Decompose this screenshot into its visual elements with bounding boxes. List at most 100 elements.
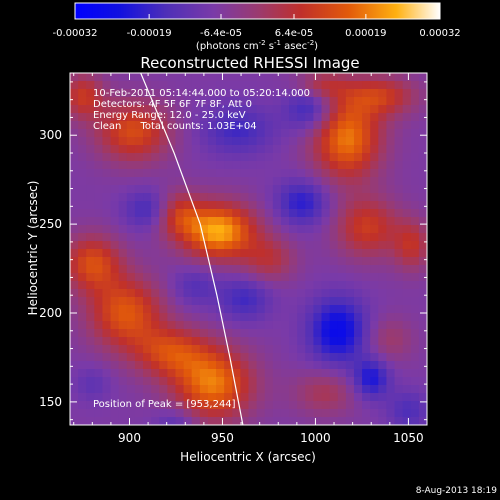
- heatmap-cell: [216, 337, 225, 346]
- heatmap-cell: [386, 273, 396, 282]
- heatmap-cell: [70, 281, 79, 290]
- heatmap-cell: [78, 289, 87, 298]
- heatmap-cell: [183, 161, 193, 170]
- heatmap-cell: [216, 161, 225, 170]
- heatmap-cell: [207, 377, 217, 386]
- heatmap-cell: [102, 137, 112, 146]
- heatmap-cell: [102, 209, 112, 218]
- heatmap-cell: [305, 137, 315, 146]
- heatmap-cell: [143, 297, 152, 306]
- heatmap-cell: [329, 289, 339, 298]
- heatmap-cell: [207, 337, 217, 346]
- heatmap-cell: [410, 281, 420, 290]
- heatmap-cell: [191, 153, 201, 162]
- heatmap-cell: [224, 169, 233, 178]
- heatmap-cell: [224, 249, 233, 258]
- heatmap-cell: [70, 73, 79, 82]
- heatmap-cell: [280, 145, 290, 154]
- heatmap-cell: [410, 409, 420, 418]
- heatmap-cell: [362, 177, 371, 186]
- heatmap-cell: [289, 361, 298, 370]
- heatmap-cell: [240, 177, 250, 186]
- heatmap-cell: [126, 233, 136, 242]
- heatmap-cell: [337, 153, 347, 162]
- heatmap-cell: [297, 241, 306, 250]
- heatmap-cell: [240, 353, 250, 362]
- heatmap-cell: [167, 137, 177, 146]
- heatmap-cell: [118, 217, 128, 226]
- heatmap-cell: [337, 89, 347, 98]
- heatmap-cell: [143, 113, 152, 122]
- heatmap-cell: [70, 97, 79, 106]
- heatmap-cell: [394, 409, 404, 418]
- heatmap-cell: [70, 169, 79, 178]
- heatmap-cell: [110, 193, 120, 202]
- heatmap-cell: [78, 185, 87, 194]
- heatmap-cell: [264, 81, 274, 90]
- heatmap-cell: [86, 153, 95, 162]
- heatmap-cell: [134, 241, 144, 250]
- heatmap-cell: [94, 153, 104, 162]
- heatmap-cell: [78, 89, 87, 98]
- heatmap-cell: [402, 249, 412, 258]
- heatmap-cell: [305, 209, 315, 218]
- heatmap-cell: [402, 121, 412, 130]
- heatmap-cell: [143, 257, 152, 266]
- heatmap-cell: [418, 217, 427, 226]
- heatmap-cell: [118, 281, 128, 290]
- heatmap-cell: [370, 369, 379, 378]
- heatmap-cell: [240, 409, 250, 418]
- heatmap-cell: [289, 281, 298, 290]
- heatmap-cell: [248, 417, 258, 425]
- heatmap-cell: [313, 321, 323, 330]
- heatmap-cell: [337, 305, 347, 314]
- heatmap-cell: [321, 305, 331, 314]
- heatmap-cell: [167, 249, 177, 258]
- heatmap-cell: [126, 305, 136, 314]
- heatmap-cell: [418, 353, 427, 362]
- heatmap-cell: [370, 113, 379, 122]
- heatmap-cell: [386, 73, 396, 82]
- heatmap-cell: [386, 169, 396, 178]
- heatmap-cell: [313, 409, 323, 418]
- heatmap-cell: [305, 113, 315, 122]
- heatmap-cell: [143, 377, 152, 386]
- heatmap-cell: [143, 185, 152, 194]
- x-tick-label: 1050: [393, 431, 424, 445]
- heatmap-cell: [418, 113, 427, 122]
- info-time-range: 10-Feb-2011 05:14:44.000 to 05:20:14.000: [93, 88, 310, 99]
- heatmap-cell: [313, 137, 323, 146]
- heatmap-cell: [280, 193, 290, 202]
- heatmap-cell: [394, 305, 404, 314]
- heatmap-cell: [394, 193, 404, 202]
- heatmap-cell: [167, 81, 177, 90]
- heatmap-cell: [402, 217, 412, 226]
- heatmap-cell: [305, 89, 315, 98]
- heatmap-cell: [207, 169, 217, 178]
- heatmap-cell: [280, 345, 290, 354]
- heatmap-cell: [418, 329, 427, 338]
- heatmap-cell: [272, 353, 282, 362]
- heatmap-cell: [321, 249, 331, 258]
- heatmap-cell: [289, 137, 298, 146]
- heatmap-cell: [321, 217, 331, 226]
- heatmap-cell: [167, 337, 177, 346]
- heatmap-cell: [151, 209, 160, 218]
- heatmap-cell: [345, 249, 355, 258]
- heatmap-cell: [199, 353, 209, 362]
- heatmap-cell: [418, 81, 427, 90]
- heatmap-cell: [143, 129, 152, 138]
- heatmap-cell: [78, 241, 87, 250]
- heatmap-cell: [78, 361, 87, 370]
- heatmap-cell: [378, 369, 388, 378]
- heatmap-cell: [70, 353, 79, 362]
- heatmap-cell: [378, 153, 388, 162]
- heatmap-cell: [118, 209, 128, 218]
- heatmap-cell: [134, 201, 144, 210]
- heatmap-cell: [272, 193, 282, 202]
- heatmap-cell: [102, 105, 112, 114]
- heatmap-cell: [134, 337, 144, 346]
- heatmap-cell: [86, 113, 95, 122]
- heatmap-cell: [224, 337, 233, 346]
